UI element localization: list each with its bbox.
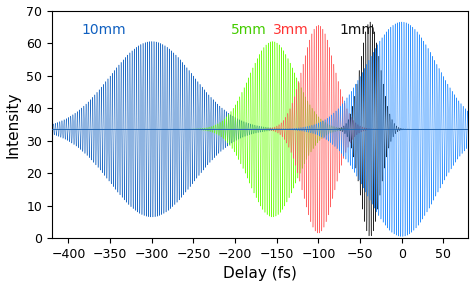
Text: 3mm: 3mm	[273, 23, 309, 36]
Text: 10mm: 10mm	[81, 23, 126, 36]
Text: 1mm: 1mm	[339, 23, 375, 36]
Y-axis label: Intensity: Intensity	[6, 91, 20, 158]
Text: 5mm: 5mm	[231, 23, 267, 36]
X-axis label: Delay (fs): Delay (fs)	[223, 266, 297, 282]
